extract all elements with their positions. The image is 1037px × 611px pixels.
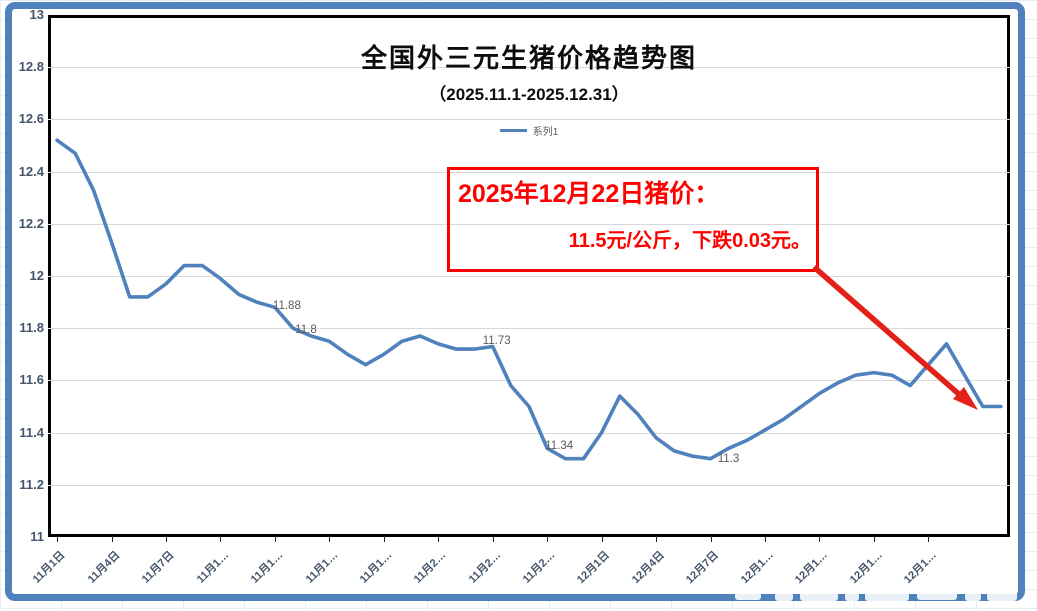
price-line-series[interactable]: [48, 15, 1010, 537]
data-label: 11.3: [717, 452, 740, 465]
x-axis-tick: [601, 536, 603, 542]
y-axis-label: 12: [29, 268, 44, 283]
data-label: 11.8: [295, 324, 317, 337]
gridline: [48, 223, 1010, 225]
chart-title: 全国外三元生猪价格趋势图: [360, 43, 697, 73]
gridline: [48, 67, 1010, 69]
y-axis-label: 11.6: [19, 372, 44, 388]
x-axis-tick: [492, 536, 494, 542]
y-axis-label: 12.6: [18, 111, 44, 127]
y-axis-label: 11: [30, 529, 44, 544]
x-axis-tick: [765, 536, 766, 542]
x-axis-tick: [111, 536, 113, 542]
data-label: 11.34: [545, 440, 574, 453]
legend-label: 系列1: [532, 126, 559, 138]
x-axis-tick: [438, 536, 440, 542]
gridline: [48, 432, 1010, 434]
gridline: [48, 171, 1010, 173]
x-axis-tick: [57, 536, 59, 542]
data-label: 11.73: [482, 334, 511, 347]
x-axis-tick: [819, 536, 821, 542]
chart-subtitle: （2025.11.1-2025.12.31）: [429, 85, 629, 104]
gridline: [48, 276, 1010, 277]
y-axis-label: 12.4: [18, 163, 44, 179]
x-axis-tick: [220, 536, 222, 542]
legend-line-icon: [499, 128, 527, 132]
y-axis-label: 11.2: [19, 476, 44, 492]
y-axis-label: 12.2: [18, 215, 44, 231]
annotation-line2: 11.5元/公斤，下跌0.03元。: [568, 230, 811, 252]
y-axis-label: 13: [29, 7, 44, 22]
x-axis-tick: [656, 536, 658, 542]
y-axis-label: 12.8: [18, 59, 44, 75]
x-axis-tick: [274, 536, 276, 542]
x-axis-tick: [873, 536, 875, 542]
x-axis-tick: [166, 536, 167, 542]
x-axis-tick: [329, 536, 331, 542]
arrow-annotation[interactable]: [5, 2, 1025, 601]
gridline: [48, 484, 1010, 486]
gridline: [48, 380, 1010, 382]
y-axis-label: 11.8: [19, 320, 44, 336]
y-axis-label: 11.4: [19, 424, 44, 440]
annotation-box[interactable]: 2025年12月22日猪价： 11.5元/公斤，下跌0.03元。: [447, 167, 819, 272]
x-axis-tick: [383, 536, 385, 542]
x-axis-tick: [928, 536, 930, 542]
legend[interactable]: 系列1: [48, 122, 1010, 138]
annotation-line1: 2025年12月22日猪价：: [458, 180, 720, 208]
data-label: 11.88: [272, 300, 301, 313]
x-axis-tick: [710, 536, 712, 542]
gridline: [48, 328, 1010, 330]
embedded-chart-object[interactable]: 13 12.8 12.6 12.4 12.2 12 11.8 11.6 11.4 11.2 11 11…: [5, 2, 1025, 601]
gridline: [48, 119, 1010, 121]
x-axis-tick: [547, 536, 549, 542]
